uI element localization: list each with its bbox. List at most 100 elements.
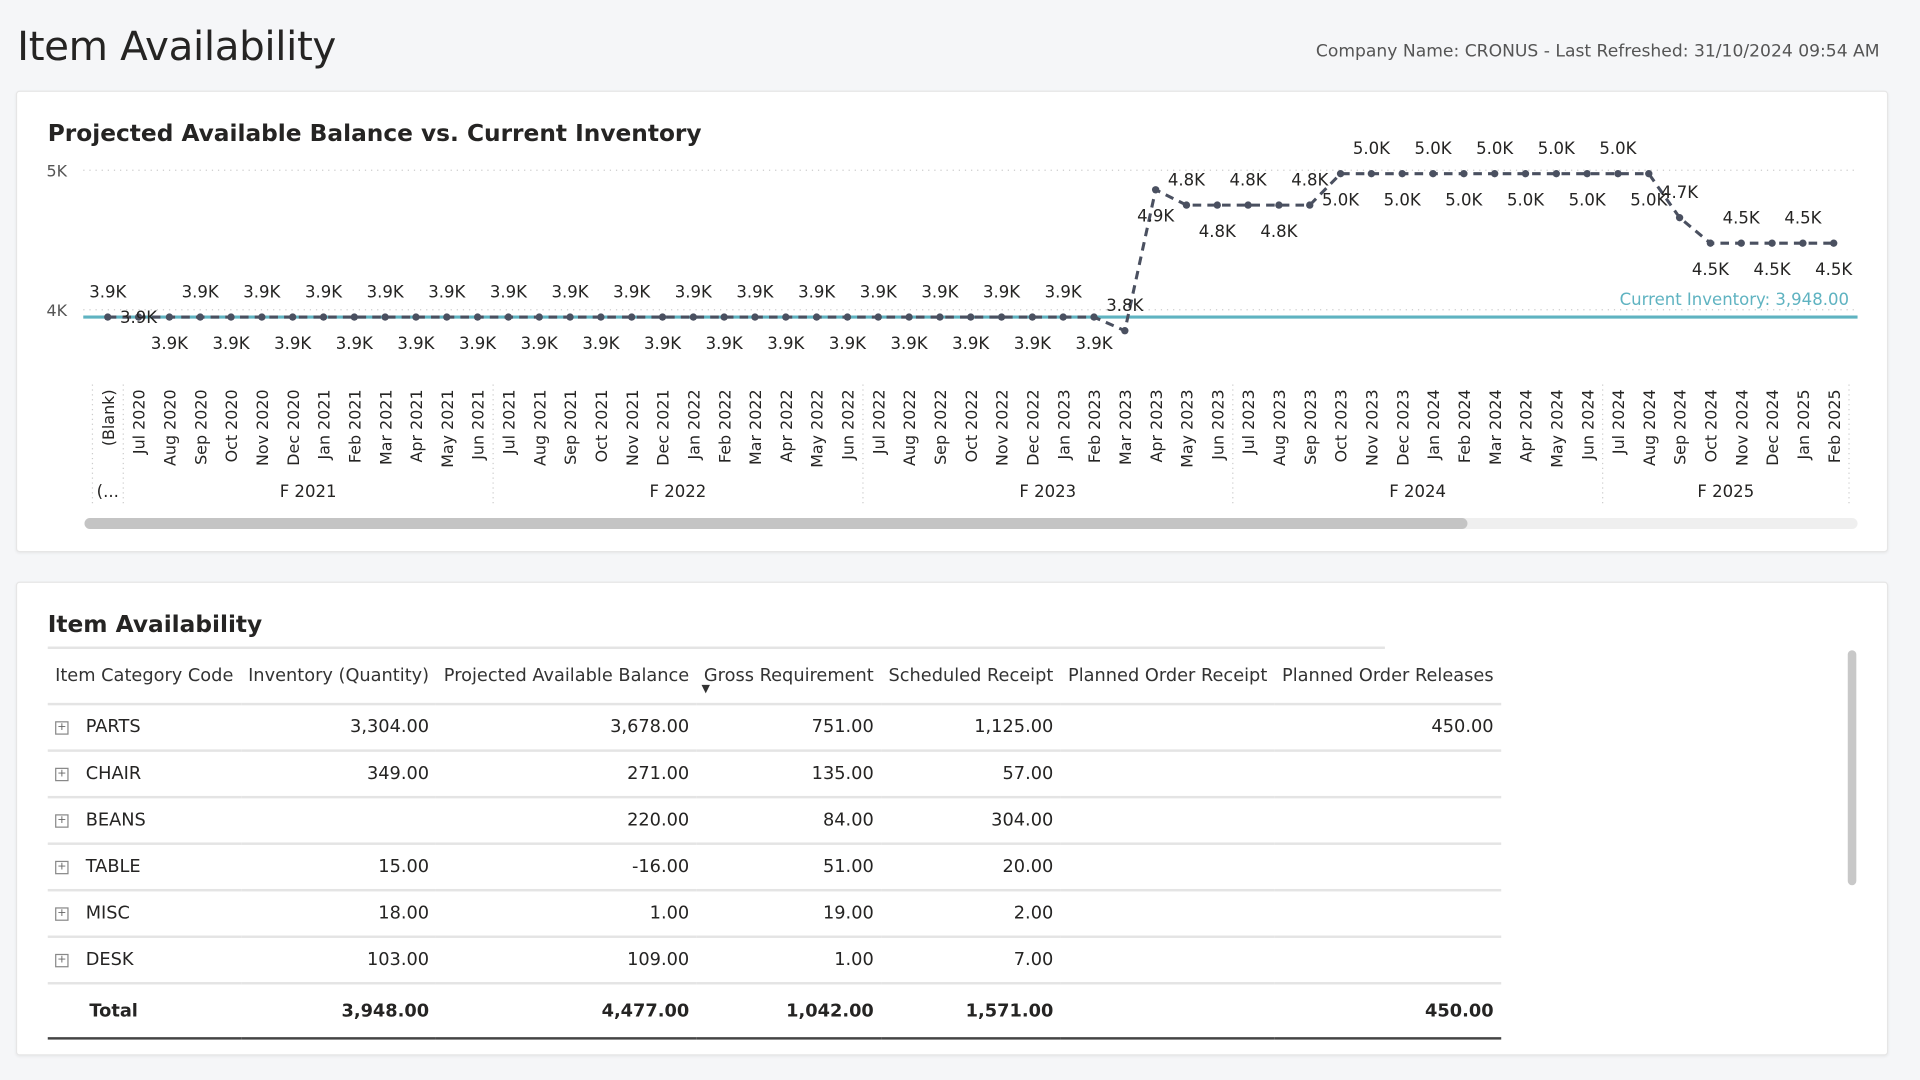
expand-icon[interactable]: + xyxy=(55,906,69,921)
expand-icon[interactable]: + xyxy=(55,860,69,874)
total-label: Total xyxy=(47,982,241,1040)
x-tick-label: Jul 2020 xyxy=(130,389,149,455)
data-label: 3.9K xyxy=(582,334,620,353)
cell-scheduled: 2.00 xyxy=(881,888,1061,937)
table-row: + DESK 103.00 109.00 1.00 7.00 xyxy=(47,935,1501,984)
vertical-scrollbar[interactable] xyxy=(1847,650,1857,886)
data-point xyxy=(905,313,913,321)
cell-inventory: 15.00 xyxy=(240,842,437,891)
x-tick-label: Jan 2021 xyxy=(315,389,334,460)
data-point xyxy=(319,313,328,321)
data-point xyxy=(258,313,266,321)
cell-por xyxy=(1060,842,1275,891)
x-tick-label: May 2023 xyxy=(1178,389,1197,467)
data-point xyxy=(289,313,297,321)
cell-pab: 3,678.00 xyxy=(436,702,697,751)
fiscal-year-label: (... xyxy=(97,482,119,501)
data-point xyxy=(443,313,451,321)
data-point xyxy=(1151,186,1160,194)
item-category-cell: + MISC xyxy=(47,888,241,937)
data-point xyxy=(1799,239,1807,247)
column-header[interactable]: Projected Available Balance xyxy=(443,666,690,686)
cell-gross: 84.00 xyxy=(696,795,882,844)
table-row: + BEANS 220.00 84.00 304.00 xyxy=(47,795,1501,844)
data-point xyxy=(967,313,975,321)
x-tick-label: Jan 2022 xyxy=(684,389,703,460)
x-tick-label: Nov 2020 xyxy=(253,389,272,466)
x-tick-label: Jun 2024 xyxy=(1578,389,1597,460)
data-label: 5.0K xyxy=(1353,139,1391,158)
x-tick-label: Feb 2022 xyxy=(715,389,734,463)
x-tick-label: Jul 2021 xyxy=(500,389,519,455)
fiscal-year-label: F 2022 xyxy=(650,482,707,501)
x-tick-label: Aug 2021 xyxy=(530,389,549,466)
x-tick-label: Apr 2024 xyxy=(1517,389,1536,462)
data-label: 3.9K xyxy=(1045,282,1083,301)
data-label: 4.5K xyxy=(1723,209,1761,228)
category-code: MISC xyxy=(85,903,130,924)
data-point xyxy=(1491,170,1499,178)
data-label: 3.9K xyxy=(798,282,836,301)
column-header[interactable]: Planned Order Receipt xyxy=(1068,666,1268,686)
x-tick-label: Oct 2024 xyxy=(1702,389,1721,462)
data-label: 3.9K xyxy=(552,282,590,301)
data-point xyxy=(720,313,728,321)
data-label: 3.9K xyxy=(736,282,774,301)
expand-icon[interactable]: + xyxy=(55,767,69,781)
total-row: Total 3,948.00 4,477.00 1,042.00 1,571.00 450… xyxy=(47,982,1501,1040)
column-header[interactable]: Gross Requirement ▼ xyxy=(701,666,874,696)
horizontal-scrollbar-thumb[interactable] xyxy=(84,517,1468,529)
data-label: 4.8K xyxy=(1230,171,1268,190)
x-tick-label: Sep 2020 xyxy=(191,389,210,465)
x-tick-label: Feb 2025 xyxy=(1825,389,1844,463)
cell-scheduled: 304.00 xyxy=(881,795,1061,844)
column-header[interactable]: Planned Order Releases xyxy=(1281,666,1494,686)
column-header[interactable]: Scheduled Receipt xyxy=(888,666,1054,686)
expand-icon[interactable]: + xyxy=(55,720,69,735)
y-tick-label: 5K xyxy=(47,161,68,180)
item-category-cell: + CHAIR xyxy=(47,749,241,798)
expand-icon[interactable]: + xyxy=(55,813,69,828)
data-point xyxy=(658,313,667,321)
data-point xyxy=(1460,170,1468,178)
cell-inventory: 18.00 xyxy=(240,888,437,937)
x-tick-label: Aug 2020 xyxy=(161,389,180,466)
x-tick-label: Dec 2023 xyxy=(1393,389,1412,465)
data-label: 3.9K xyxy=(182,282,220,301)
data-label: 3.9K xyxy=(336,334,374,353)
data-point xyxy=(165,313,174,321)
cell-gross: 1.00 xyxy=(696,935,882,984)
x-tick-label: Jan 2024 xyxy=(1424,389,1443,460)
data-point xyxy=(1645,170,1653,178)
data-label: 3.9K xyxy=(983,282,1021,301)
column-header[interactable]: Inventory (Quantity) xyxy=(248,666,430,686)
total-gross: 1,042.00 xyxy=(696,982,882,1040)
table-row: + CHAIR 349.00 271.00 135.00 57.00 xyxy=(47,749,1501,798)
data-point xyxy=(196,313,204,321)
data-label: 5.0K xyxy=(1414,139,1452,158)
data-label: 3.9K xyxy=(367,282,405,301)
total-scheduled: 1,571.00 xyxy=(881,982,1061,1040)
data-point xyxy=(104,313,112,321)
line-chart: 5K 4K Current Inventory: 3,948.00 3.9K 3.9K 3… xyxy=(47,139,1858,529)
column-header[interactable]: Item Category Code xyxy=(55,666,234,686)
table-card: Item Availability Item Category Code Inve… xyxy=(15,581,1889,1056)
data-label: 4.7K xyxy=(1661,183,1699,202)
x-tick-label: Jan 2023 xyxy=(1054,389,1073,460)
fiscal-year-label: F 2024 xyxy=(1389,482,1446,501)
x-tick-label: Mar 2021 xyxy=(376,389,395,465)
x-tick-label: Feb 2021 xyxy=(345,389,364,463)
table-row: + TABLE 15.00 -16.00 51.00 20.00 xyxy=(47,842,1501,891)
x-tick-label: (Blank) xyxy=(99,389,118,446)
data-label: 5.0K xyxy=(1538,139,1576,158)
table-row: + MISC 18.00 1.00 19.00 2.00 xyxy=(47,888,1501,937)
expand-icon[interactable]: + xyxy=(55,953,69,967)
data-label: 4.8K xyxy=(1260,222,1298,241)
data-label: 3.9K xyxy=(613,282,651,301)
cell-gross: 51.00 xyxy=(696,842,882,891)
data-point xyxy=(628,313,636,321)
data-point xyxy=(350,313,358,321)
x-tick-label: Mar 2024 xyxy=(1486,389,1505,465)
x-tick-label: Jan 2025 xyxy=(1794,389,1813,460)
x-tick-label: May 2022 xyxy=(808,389,827,467)
